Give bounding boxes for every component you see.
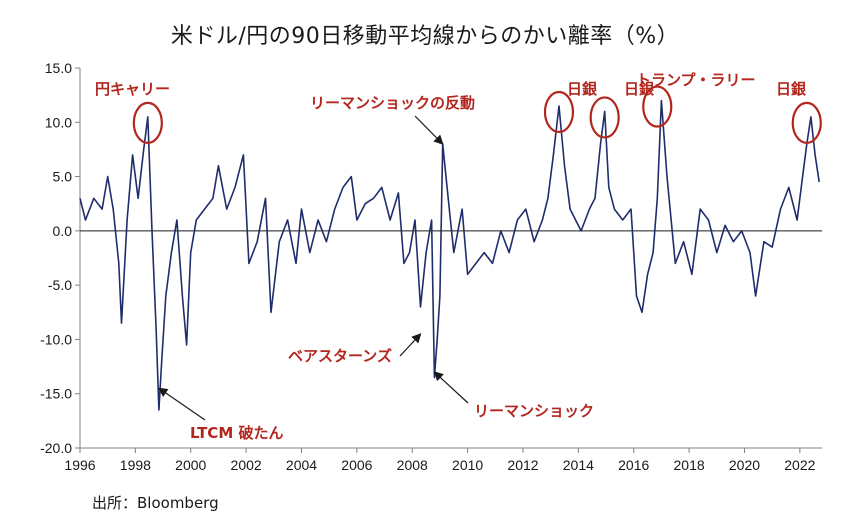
x-tick-label: 1998 [120,457,151,473]
x-tick-label: 1996 [64,457,95,473]
annotation-arrow [157,387,206,421]
x-tick-label: 2018 [674,457,705,473]
x-tick-label: 2008 [397,457,428,473]
highlight-circle [132,101,163,144]
y-tick-label: -15.0 [40,386,72,402]
highlight-circle [642,85,673,128]
y-tick-label: -5.0 [48,277,72,293]
y-tick-label: -10.0 [40,331,72,347]
annotation-label: リーマンショック [474,402,594,420]
highlight-circle [791,101,822,144]
x-tick-label: 2002 [231,457,262,473]
annotation-arrow [399,333,422,357]
x-tick-label: 2016 [618,457,649,473]
x-tick-label: 2000 [175,457,206,473]
y-tick-label: 0.0 [53,223,73,239]
annotation-label: 日銀 [567,80,597,98]
y-tick-label: 5.0 [53,169,73,185]
chart-title: 米ドル/円の90日移動平均線からのかい離率（%） [170,24,680,49]
annotation-label: 円キャリー [95,80,170,98]
series-line [79,99,820,411]
highlight-circle [543,90,575,134]
x-tick-label: 2022 [784,457,815,473]
y-tick-label: 15.0 [45,60,72,76]
x-tick-label: 2014 [563,457,594,473]
y-tick-label: 10.0 [45,114,72,130]
annotation-label: トランプ・ラリー [636,71,756,89]
y-tick-label: -20.0 [40,440,72,456]
x-tick-label: 2004 [286,457,317,473]
x-tick-label: 2012 [507,457,538,473]
highlight-circle [589,96,620,139]
source-note: 出所：Bloomberg [92,494,219,512]
x-tick-label: 2020 [729,457,760,473]
annotation-label: 日銀 [776,80,806,98]
annotation-label: LTCM 破たん [190,424,283,442]
annotation-label: ベアスターンズ [288,347,392,365]
x-tick-label: 2010 [452,457,483,473]
x-tick-label: 2006 [341,457,372,473]
annotation-arrow [414,115,444,145]
annotation-label: リーマンショックの反動 [310,94,475,112]
annotation-arrow [433,371,469,404]
